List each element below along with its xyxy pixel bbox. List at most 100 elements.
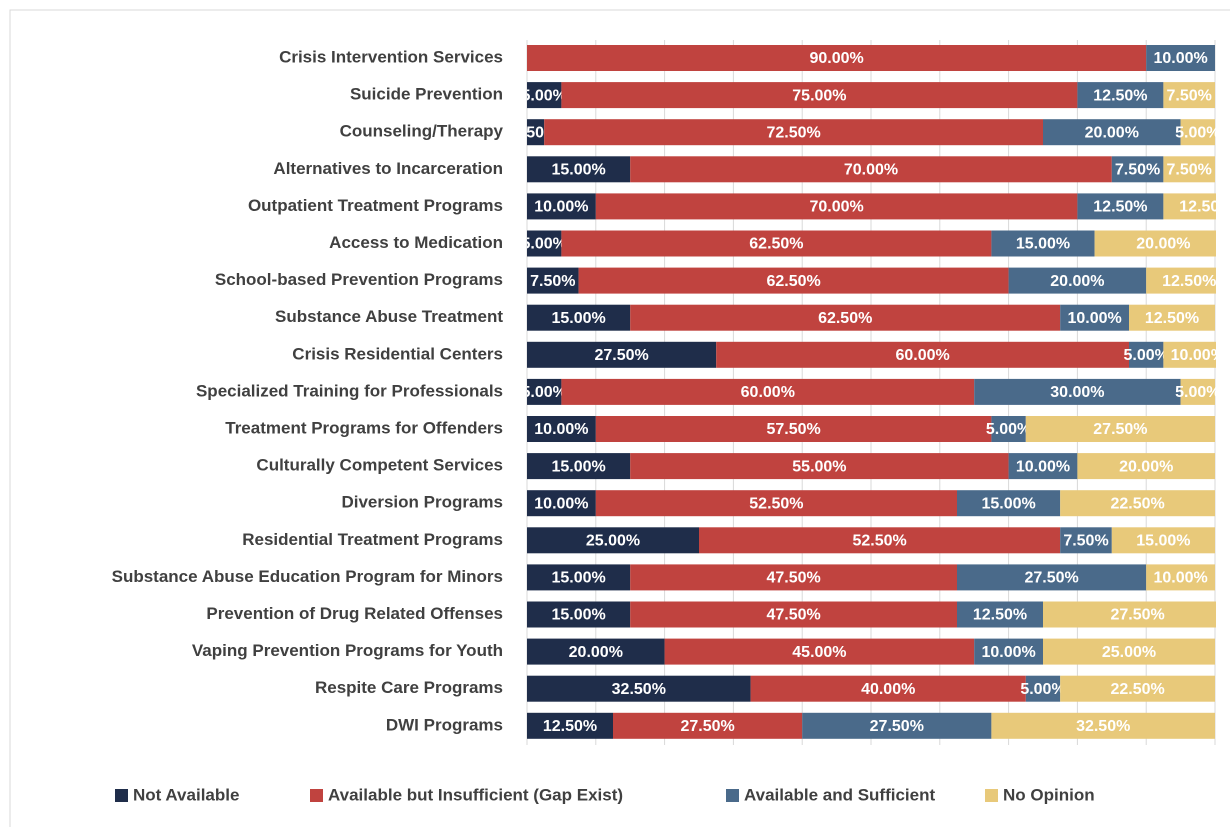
legend-swatch xyxy=(726,789,739,802)
bar-segment xyxy=(1060,304,1129,331)
value-label: 47.50% xyxy=(766,607,820,624)
bar-segment xyxy=(527,453,631,480)
bar-segment xyxy=(527,341,717,368)
value-label: 10.00% xyxy=(534,421,588,438)
bar-segment xyxy=(527,119,545,146)
value-label: 30.00% xyxy=(1050,384,1104,401)
value-label: 52.50% xyxy=(852,533,906,550)
value-label: 55.00% xyxy=(792,458,846,475)
value-label: 70.00% xyxy=(844,162,898,179)
value-label: 62.50% xyxy=(766,273,820,290)
value-label: 12.50% xyxy=(1145,310,1199,327)
value-label: 7.50% xyxy=(1115,162,1160,179)
bar-segment xyxy=(1043,601,1216,628)
legend-label: Not Available xyxy=(133,785,239,804)
value-label: 12.50% xyxy=(1162,273,1216,290)
bar-segment xyxy=(561,378,975,405)
value-label: 15.00% xyxy=(981,495,1035,512)
value-label: 7.50% xyxy=(1063,533,1108,550)
value-label: 5.00% xyxy=(522,236,567,253)
bar-segment xyxy=(561,82,1078,109)
value-label: 27.50% xyxy=(1093,421,1147,438)
value-label: 70.00% xyxy=(809,199,863,216)
category-label: Crisis Intervention Services xyxy=(279,47,503,66)
category-label: Crisis Residential Centers xyxy=(292,344,503,363)
category-label: Prevention of Drug Related Offenses xyxy=(206,604,503,623)
value-label: 7.50% xyxy=(1167,162,1212,179)
category-label: Alternatives to Incarceration xyxy=(273,159,503,178)
bar-segment xyxy=(1146,45,1215,71)
bar-segment xyxy=(527,82,562,109)
value-label: 47.50% xyxy=(766,570,820,587)
bar-segment xyxy=(527,378,562,405)
value-label: 15.00% xyxy=(551,570,605,587)
labels: Crisis Intervention Services Suicide Prev… xyxy=(112,47,1095,804)
bar-segment xyxy=(595,193,1078,220)
legend-label: Available but Insufficient (Gap Exist) xyxy=(328,785,623,804)
bar-segment xyxy=(1060,675,1215,702)
legend-swatch xyxy=(115,789,128,802)
value-label: 25.00% xyxy=(586,533,640,550)
bar-segment xyxy=(1111,156,1164,183)
value-label: 12.50% xyxy=(543,718,597,735)
bar-segment xyxy=(527,193,596,220)
value-label: 10.00% xyxy=(1153,50,1207,67)
value-label: 12.50% xyxy=(1179,199,1230,216)
value-label: 45.00% xyxy=(792,644,846,661)
bar-segment xyxy=(613,712,803,739)
value-label: 72.50% xyxy=(766,124,820,141)
bar-segment xyxy=(595,490,957,517)
bar-segment xyxy=(664,638,975,665)
legend-swatch xyxy=(310,789,323,802)
bar-segment xyxy=(630,304,1061,331)
value-label: 20.00% xyxy=(569,644,623,661)
value-label: 15.00% xyxy=(1136,533,1190,550)
bar-segment xyxy=(1129,304,1215,331)
value-label: 27.50% xyxy=(870,718,924,735)
category-label: Access to Medication xyxy=(329,233,503,252)
value-label: 15.00% xyxy=(1016,236,1070,253)
value-label: 10.00% xyxy=(981,644,1035,661)
value-label: 20.00% xyxy=(1119,458,1173,475)
bar-segment xyxy=(527,416,596,442)
value-label: 12.50% xyxy=(1093,87,1147,104)
bar-segment xyxy=(1163,156,1215,183)
bar-segment xyxy=(595,416,992,442)
bar-segment xyxy=(991,230,1095,257)
bar-segment xyxy=(974,638,1043,665)
bar-segment xyxy=(1077,82,1164,109)
bar-segment xyxy=(1043,119,1181,146)
legend-swatch xyxy=(985,789,998,802)
value-label: 10.00% xyxy=(534,199,588,216)
bar-segment xyxy=(991,416,1026,442)
bar-segment xyxy=(1146,564,1215,591)
bar-segment xyxy=(1077,193,1164,220)
bar-segment xyxy=(802,712,992,739)
value-label: 60.00% xyxy=(895,347,949,364)
value-label: 7.50% xyxy=(530,273,575,290)
legend-label: Available and Sufficient xyxy=(744,785,935,804)
value-label: 7.50% xyxy=(1167,87,1212,104)
bar-segment xyxy=(1043,638,1215,665)
bar-segment xyxy=(1060,490,1215,517)
bars: 90.00% 10.00%5.00% 75.00% 12.50% 7.50%2.50% 7… xyxy=(522,45,1230,739)
bar-segment xyxy=(699,527,1061,554)
bar-segment xyxy=(1163,193,1216,220)
value-label: 20.00% xyxy=(1136,236,1190,253)
bar-segment xyxy=(1111,527,1215,554)
bar-segment xyxy=(1094,230,1216,257)
category-label: Counseling/Therapy xyxy=(340,122,504,141)
bar-segment xyxy=(527,601,631,628)
value-label: 25.00% xyxy=(1102,644,1156,661)
bar-segment xyxy=(527,230,562,257)
category-label: Suicide Prevention xyxy=(350,85,503,104)
bar-segment xyxy=(527,527,699,554)
value-label: 32.50% xyxy=(612,681,666,698)
category-label: Substance Abuse Treatment xyxy=(275,307,503,326)
bar-segment xyxy=(1180,378,1215,405)
category-label: Culturally Competent Services xyxy=(256,456,503,475)
value-label: 15.00% xyxy=(551,310,605,327)
bar-segment xyxy=(527,638,665,665)
value-label: 5.00% xyxy=(986,421,1031,438)
